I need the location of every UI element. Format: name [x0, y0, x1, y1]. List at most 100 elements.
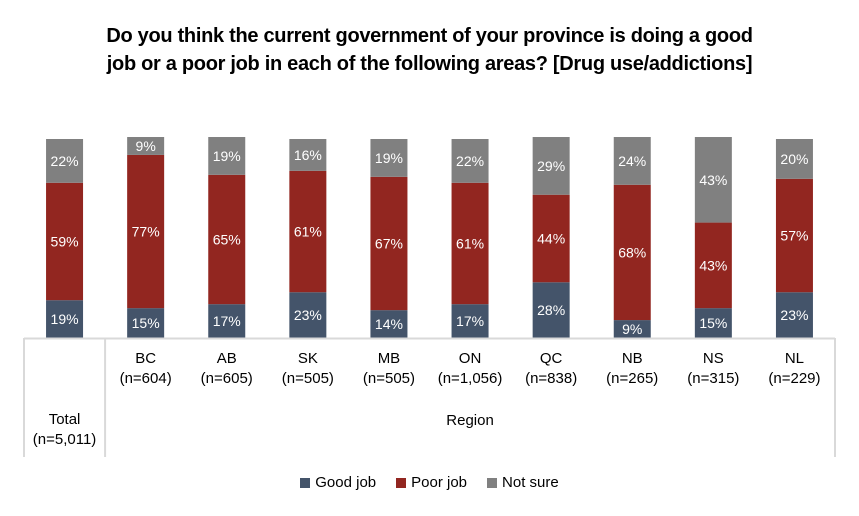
- category-name: AB: [216, 350, 237, 367]
- bar-stack-on: 17% 61% 22%: [451, 139, 489, 338]
- category-sample-size: (n=1,056): [437, 370, 503, 387]
- group-label-region: Region: [446, 412, 494, 429]
- data-label: 20%: [780, 151, 808, 167]
- category-sample-size: (n=315): [687, 370, 740, 387]
- data-label: 24%: [618, 153, 646, 169]
- category-name: NL: [784, 350, 805, 367]
- legend: Good job Poor job Not sure: [0, 474, 859, 491]
- data-label: 65%: [213, 231, 241, 247]
- category-sample-size: (n=605): [200, 370, 253, 387]
- legend-label: Poor job: [411, 474, 468, 491]
- bar-poor-job-nl: [775, 178, 813, 293]
- data-label: 19%: [375, 150, 403, 166]
- data-label: 22%: [51, 153, 79, 169]
- data-label: 23%: [780, 307, 808, 323]
- data-label: 23%: [294, 307, 322, 323]
- bar-stack-qc: 28% 44% 29%: [532, 137, 570, 338]
- bar-good-job-nl: [775, 292, 813, 338]
- category-label-on: ON (n=1,056): [425, 349, 516, 389]
- legend-item-poor-job: Poor job: [396, 474, 467, 491]
- data-label: 44%: [537, 231, 565, 247]
- bar-good-job-sk: [289, 292, 327, 338]
- legend-item-not-sure: Not sure: [487, 474, 559, 491]
- data-label: 17%: [213, 313, 241, 329]
- category-sample-size: (n=5,011): [32, 431, 97, 448]
- bar-poor-job-sk: [289, 170, 327, 293]
- bar-not-sure-ab: [208, 137, 246, 175]
- category-name: MB: [377, 350, 401, 367]
- legend-swatch: [396, 477, 407, 488]
- bar-not-sure-ns: [694, 137, 732, 223]
- category-sample-size: (n=229): [768, 370, 821, 387]
- bar-good-job-total: [46, 300, 84, 338]
- legend-swatch: [487, 477, 498, 488]
- category-label-mb: MB (n=505): [343, 349, 434, 389]
- data-label: 19%: [51, 311, 79, 327]
- bar-poor-job-total: [46, 182, 84, 301]
- bar-good-job-mb: [370, 310, 408, 338]
- bar-not-sure-on: [451, 139, 489, 183]
- category-label-nl: NL (n=229): [749, 349, 840, 389]
- bar-good-job-ns: [694, 308, 732, 338]
- data-label: 43%: [699, 257, 727, 273]
- chart-title-line-2: job or a poor job in each of the followi…: [106, 53, 753, 75]
- legend-label: Not sure: [502, 474, 559, 491]
- bar-stack-mb: 14% 67% 19%: [370, 139, 408, 338]
- data-label: 9%: [136, 138, 156, 154]
- bar-stack-total: 19% 59% 22%: [46, 139, 84, 338]
- category-sample-size: (n=505): [281, 370, 334, 387]
- data-label: 19%: [213, 148, 241, 164]
- bar-not-sure-nl: [775, 139, 813, 179]
- category-name: NB: [621, 350, 643, 367]
- bar-stack-ab: 17% 65% 19%: [208, 137, 246, 338]
- data-label: 68%: [618, 244, 646, 260]
- data-label: 16%: [294, 147, 322, 163]
- bar-stack-nl: 23% 57% 20%: [775, 139, 813, 338]
- category-sample-size: (n=838): [525, 370, 578, 387]
- data-label: 22%: [456, 153, 484, 169]
- data-label: 14%: [375, 316, 403, 332]
- category-label-bc: BC (n=604): [100, 349, 191, 389]
- data-label: 43%: [699, 172, 727, 188]
- category-sample-size: (n=265): [606, 370, 659, 387]
- bar-not-sure-qc: [532, 137, 570, 195]
- legend-swatch: [300, 477, 311, 488]
- category-label-nb: NB (n=265): [587, 349, 678, 389]
- legend-item-good-job: Good job: [300, 474, 376, 491]
- data-label: 15%: [699, 315, 727, 331]
- category-name: ON: [458, 350, 482, 367]
- data-label: 9%: [622, 321, 642, 337]
- data-label: 17%: [456, 313, 484, 329]
- data-label: 61%: [294, 224, 322, 240]
- bar-poor-job-qc: [532, 194, 570, 283]
- data-label: 57%: [780, 228, 808, 244]
- bar-poor-job-ab: [208, 174, 246, 305]
- bar-stack-nb: 9% 68% 24%: [613, 137, 651, 338]
- data-label: 28%: [537, 302, 565, 318]
- bar-poor-job-mb: [370, 176, 408, 311]
- category-label-ab: AB (n=605): [181, 349, 272, 389]
- category-name: Total: [48, 411, 81, 428]
- bar-good-job-qc: [532, 282, 570, 338]
- bar-stack-sk: 23% 61% 16%: [289, 139, 327, 338]
- bar-good-job-nb: [613, 320, 651, 338]
- bar-poor-job-bc: [127, 154, 165, 309]
- bar-stack-bc: 15% 77% 9%: [127, 137, 165, 338]
- category-label-qc: QC (n=838): [506, 349, 597, 389]
- category-label-sk: SK (n=505): [262, 349, 353, 389]
- data-label: 29%: [537, 158, 565, 174]
- bar-stack-ns: 15% 43% 43%: [694, 137, 732, 338]
- category-name: BC: [135, 350, 157, 367]
- category-name: NS: [702, 350, 724, 367]
- category-label-total: Total (n=5,011): [19, 410, 110, 450]
- bar-poor-job-ns: [694, 222, 732, 309]
- category-label-ns: NS (n=315): [668, 349, 759, 389]
- chart-title-line-1: Do you think the current government of y…: [106, 25, 753, 47]
- data-label: 59%: [51, 233, 79, 249]
- data-label: 15%: [132, 315, 160, 331]
- bar-poor-job-on: [451, 182, 489, 305]
- bar-not-sure-bc: [127, 137, 165, 155]
- bar-poor-job-nb: [613, 184, 651, 321]
- bar-not-sure-total: [46, 139, 84, 183]
